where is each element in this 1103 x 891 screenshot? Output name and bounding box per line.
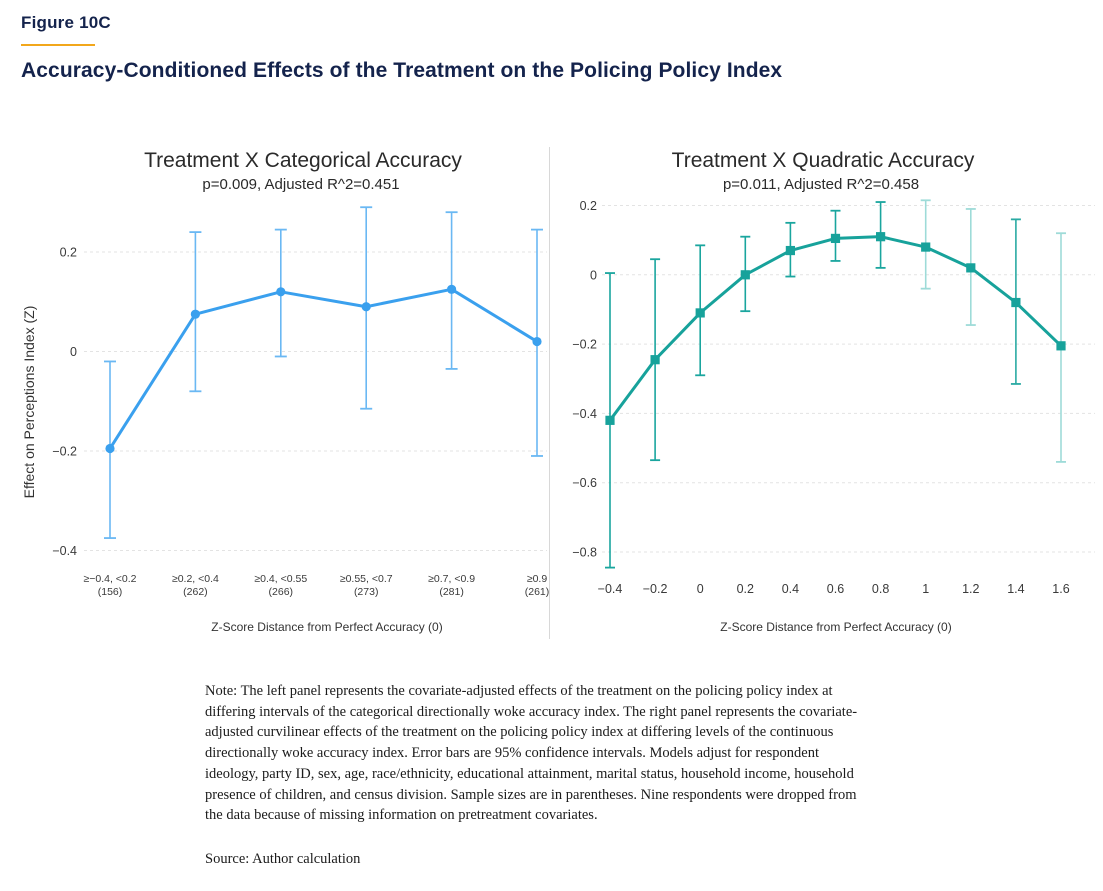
data-point-marker — [740, 270, 750, 280]
sample-size-label: (266) — [269, 586, 294, 598]
error-bars — [104, 206, 543, 539]
y-tick-label: 0 — [590, 268, 597, 282]
series-line — [108, 287, 538, 450]
x-tick-label: 0.8 — [872, 582, 889, 596]
x-category-label: ≥0.9 — [527, 573, 548, 585]
x-tick-label: 0.6 — [827, 582, 844, 596]
data-point-marker — [921, 242, 931, 252]
x-tick-label: −0.2 — [643, 582, 668, 596]
data-point-marker — [447, 284, 457, 294]
plot-area: 0.2 0 −0.2 −0.4 −0.6 −0.8 −0.4 −0.2 0 0.2 0.4 0.6 0.… — [572, 199, 1095, 596]
x-category-label: ≥0.55, <0.7 — [340, 573, 393, 585]
x-tick-label: 1.4 — [1007, 582, 1024, 596]
data-point-marker — [361, 302, 371, 312]
panel-divider — [549, 147, 550, 639]
x-category-label: ≥0.2, <0.4 — [172, 573, 219, 585]
x-axis-title: Z-Score Distance from Perfect Accuracy (… — [211, 620, 442, 634]
y-tick-label: −0.4 — [572, 407, 597, 421]
data-point-marker — [1011, 297, 1021, 308]
source-text: Source: Author calculation — [205, 851, 361, 867]
chart-subtitle: p=0.009, Adjusted R^2=0.451 — [202, 176, 399, 193]
sample-size-label: (156) — [98, 586, 123, 598]
x-category-label: ≥0.4, <0.55 — [254, 573, 307, 585]
figure-label: Figure 10C — [21, 13, 111, 32]
data-points — [105, 284, 542, 454]
figure-title: Accuracy-Conditioned Effects of the Trea… — [21, 59, 783, 82]
data-point-marker — [695, 308, 705, 318]
data-point-marker — [966, 263, 976, 273]
quadratic-accuracy-chart: Treatment X Quadratic Accuracy p=0.011, … — [572, 149, 1095, 634]
x-tick-label: 0.4 — [782, 582, 799, 596]
x-tick-label: 1.2 — [962, 582, 979, 596]
sample-size-label: (261) — [525, 586, 550, 598]
data-point-marker — [1056, 341, 1066, 351]
data-point-marker — [605, 415, 615, 425]
y-tick-label: 0.2 — [60, 246, 77, 260]
chart-title: Treatment X Categorical Accuracy — [144, 149, 462, 172]
y-tick-label: −0.4 — [52, 544, 77, 558]
data-points — [605, 232, 1066, 425]
data-point-marker — [785, 245, 795, 256]
sample-size-label: (262) — [183, 586, 208, 598]
note-text: Note: The left panel represents the cova… — [205, 683, 858, 824]
y-tick-label: −0.8 — [572, 546, 597, 560]
data-point-marker — [650, 355, 660, 365]
x-tick-label: 1 — [922, 582, 929, 596]
data-point-marker — [876, 232, 886, 242]
x-tick-label: 0.2 — [737, 582, 754, 596]
error-bars — [605, 199, 1066, 569]
chart-subtitle: p=0.011, Adjusted R^2=0.458 — [723, 176, 919, 193]
data-point-marker — [276, 287, 286, 297]
y-tick-label: −0.2 — [572, 338, 597, 352]
series-line — [608, 235, 1063, 422]
chart-title: Treatment X Quadratic Accuracy — [672, 149, 975, 172]
plot-area: 0.20−0.2−0.4≥−0.4, <0.2(156)≥0.2, <0.4(2… — [52, 206, 549, 598]
categorical-accuracy-chart: Treatment X Categorical Accuracy p=0.009… — [21, 149, 549, 634]
data-point-marker — [830, 233, 841, 244]
figure-label-underline — [21, 44, 95, 46]
gridlines — [602, 205, 1095, 553]
x-tick-label: −0.4 — [598, 582, 623, 596]
sample-size-label: (273) — [354, 586, 379, 598]
x-tick-label: 0 — [697, 582, 704, 596]
y-axis-title: Effect on Perceptions Index (Z) — [21, 306, 37, 499]
sample-size-label: (281) — [439, 586, 464, 598]
x-axis-title: Z-Score Distance from Perfect Accuracy (… — [720, 620, 951, 634]
data-point-marker — [190, 309, 200, 319]
y-tick-label: −0.6 — [572, 476, 597, 490]
x-tick-labels: ≥−0.4, <0.2(156) ≥0.2, <0.4(262) ≥0.4, <0.… — [83, 573, 549, 598]
x-tick-labels: −0.4 −0.2 0 0.2 0.4 0.6 0.8 1 1.2 1.4 1.6 — [598, 582, 1070, 596]
y-tick-labels: 0.2 0 −0.2 −0.4 −0.6 −0.8 — [572, 199, 597, 560]
y-tick-label: −0.2 — [52, 445, 77, 459]
x-category-label: ≥0.7, <0.9 — [428, 573, 475, 585]
data-point-marker — [105, 443, 115, 454]
y-tick-labels: 0.2 0 −0.2 −0.4 — [52, 246, 77, 559]
x-category-label: ≥−0.4, <0.2 — [83, 573, 136, 585]
y-tick-label: 0 — [70, 345, 77, 359]
y-tick-label: 0.2 — [580, 199, 597, 213]
data-point-marker — [532, 336, 542, 347]
x-tick-label: 1.6 — [1052, 582, 1069, 596]
gridlines — [84, 251, 547, 551]
